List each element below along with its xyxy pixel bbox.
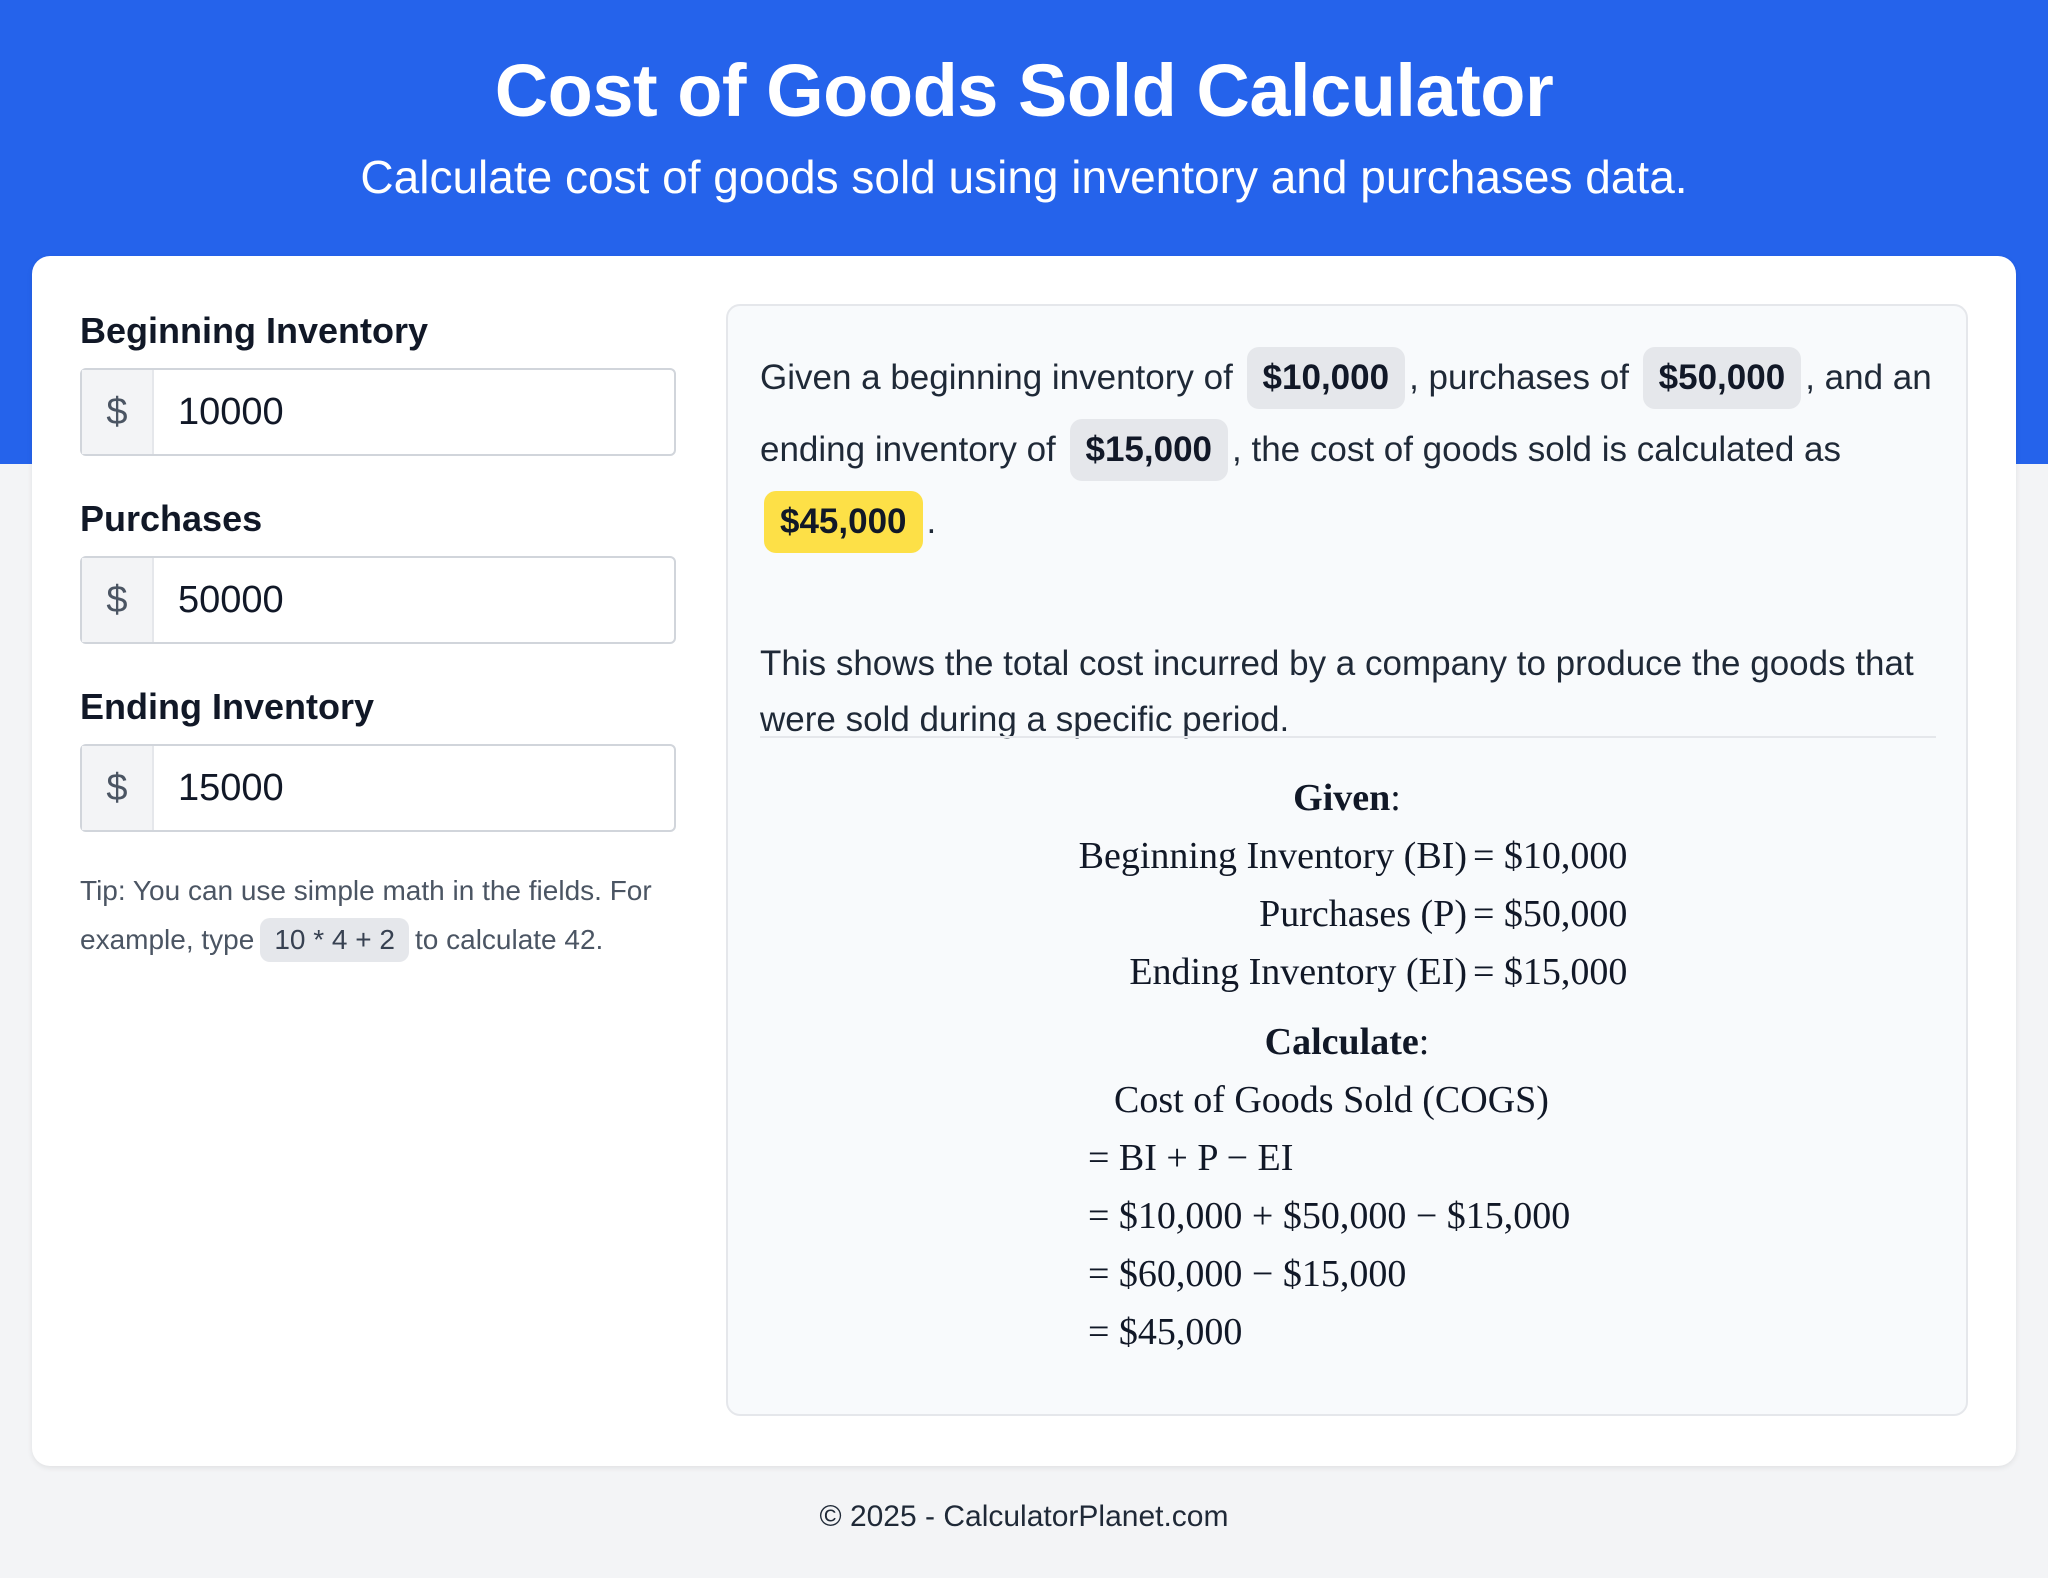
currency-prefix: $	[82, 370, 154, 454]
tip-text: Tip: You can use simple math in the fiel…	[80, 866, 700, 964]
tip-code-example: 10 * 4 + 2	[260, 918, 409, 962]
result-sentence: Given a beginning inventory of $10,000, …	[760, 342, 1940, 558]
purchases-field: $	[80, 556, 676, 644]
page-subtitle: Calculate cost of goods sold using inven…	[360, 151, 1688, 203]
currency-prefix: $	[82, 746, 154, 830]
calc-step: Cost of Goods Sold (COGS)	[1114, 1079, 1549, 1121]
calc-step: = $10,000 + $50,000 − $15,000	[1088, 1195, 1571, 1237]
given-bi-value: = $10,000	[1473, 835, 1628, 877]
tip-before: Tip: You can use simple math in the fiel…	[80, 875, 652, 955]
given-p-label: Purchases (P)	[1259, 893, 1467, 935]
sentence-text: , the cost of goods sold is calculated a…	[1232, 430, 1841, 469]
calculator-card: Beginning Inventory $ Purchases $ Ending…	[32, 256, 2016, 1466]
given-ei-label: Ending Inventory (EI)	[1129, 951, 1467, 993]
ending-inventory-value: $15,000	[1069, 419, 1229, 481]
ending-inventory-field: $	[80, 744, 676, 832]
result-panel: Given a beginning inventory of $10,000, …	[726, 304, 1968, 1416]
given-bi-label: Beginning Inventory (BI)	[1078, 835, 1467, 877]
beginning-inventory-field: $	[80, 368, 676, 456]
divider	[760, 736, 1936, 738]
beginning-inventory-value: $10,000	[1246, 347, 1406, 409]
result-explanation: This shows the total cost incurred by a …	[760, 644, 1914, 739]
sentence-text: .	[926, 502, 937, 541]
purchases-value: $50,000	[1642, 347, 1802, 409]
given-p-value: = $50,000	[1473, 893, 1628, 935]
purchases-label: Purchases	[80, 498, 263, 539]
cogs-result-value: $45,000	[764, 491, 923, 553]
given-ei-value: = $15,000	[1473, 951, 1628, 993]
tip-after: to calculate 42.	[414, 924, 604, 955]
given-heading: Given:	[1293, 777, 1401, 819]
calculate-heading: Calculate:	[1264, 1021, 1430, 1063]
sentence-text: , purchases of	[1409, 358, 1629, 397]
currency-prefix: $	[82, 558, 154, 642]
sentence-text: , and an ending inventory of	[760, 358, 1932, 469]
sentence-text: Given a beginning inventory of	[760, 358, 1233, 397]
calc-step: = $60,000 − $15,000	[1088, 1253, 1407, 1295]
beginning-inventory-input[interactable]	[154, 370, 674, 454]
calc-step: = BI + P − EI	[1088, 1137, 1294, 1179]
ending-inventory-label: Ending Inventory	[80, 686, 375, 727]
purchases-input[interactable]	[154, 558, 674, 642]
calc-step: = $45,000	[1088, 1311, 1243, 1353]
page-title: Cost of Goods Sold Calculator	[494, 49, 1554, 132]
beginning-inventory-label: Beginning Inventory	[80, 310, 429, 351]
footer: © 2025 - CalculatorPlanet.com	[819, 1500, 1229, 1533]
ending-inventory-input[interactable]	[154, 746, 674, 830]
